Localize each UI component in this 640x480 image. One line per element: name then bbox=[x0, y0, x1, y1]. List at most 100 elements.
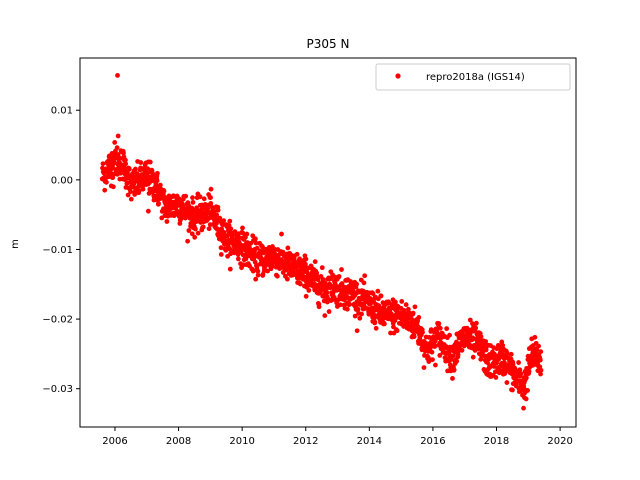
data-point bbox=[280, 249, 286, 255]
data-point bbox=[104, 179, 109, 185]
data-point bbox=[306, 287, 312, 293]
data-point bbox=[211, 209, 217, 214]
data-point bbox=[208, 201, 214, 206]
data-point bbox=[496, 364, 502, 370]
data-point bbox=[500, 343, 506, 348]
data-point bbox=[140, 186, 146, 192]
data-point bbox=[308, 278, 314, 284]
data-point bbox=[336, 274, 342, 279]
data-point bbox=[195, 230, 201, 236]
data-point bbox=[154, 178, 160, 184]
data-point bbox=[314, 273, 320, 279]
data-point bbox=[147, 159, 153, 165]
data-point bbox=[126, 166, 132, 172]
data-point bbox=[399, 299, 405, 304]
data-point bbox=[315, 277, 321, 283]
data-point bbox=[532, 334, 538, 340]
data-point bbox=[412, 304, 418, 310]
data-point bbox=[279, 231, 284, 237]
data-point bbox=[494, 360, 500, 366]
data-point bbox=[183, 193, 189, 199]
data-point bbox=[157, 182, 163, 188]
data-point bbox=[240, 225, 245, 231]
data-point bbox=[352, 313, 358, 319]
data-point bbox=[152, 193, 158, 199]
x-tick-label: 2012 bbox=[293, 436, 318, 447]
y-tick-label: 0.00 bbox=[51, 175, 73, 186]
data-point bbox=[294, 251, 300, 257]
data-point bbox=[410, 310, 416, 316]
data-point bbox=[208, 186, 214, 192]
data-point bbox=[508, 351, 514, 357]
data-point bbox=[430, 357, 435, 363]
legend: repro2018a (IGS14) bbox=[375, 63, 571, 91]
data-point bbox=[510, 387, 515, 393]
legend-label: repro2018a (IGS14) bbox=[426, 72, 525, 83]
data-point bbox=[255, 268, 261, 274]
data-point bbox=[235, 256, 241, 262]
data-point bbox=[161, 188, 167, 194]
data-point bbox=[240, 230, 246, 236]
data-point bbox=[332, 281, 338, 287]
data-point bbox=[388, 330, 393, 336]
data-point bbox=[214, 212, 220, 218]
data-point bbox=[517, 367, 523, 373]
data-point bbox=[432, 343, 438, 349]
data-point bbox=[229, 232, 235, 238]
data-point bbox=[487, 364, 493, 370]
data-point bbox=[473, 325, 479, 331]
data-point bbox=[227, 218, 233, 224]
data-point bbox=[252, 259, 258, 265]
data-point bbox=[123, 161, 129, 167]
data-point bbox=[478, 334, 484, 340]
data-point bbox=[218, 252, 224, 257]
y-axis-label: m bbox=[10, 239, 21, 249]
data-points bbox=[99, 73, 544, 411]
x-axis: 2006 2008 2010 2012 2014 2016 2018 2020 bbox=[102, 427, 573, 447]
data-point bbox=[459, 347, 465, 353]
x-tick-label: 2016 bbox=[420, 436, 445, 447]
data-point bbox=[297, 256, 302, 262]
data-point bbox=[357, 315, 363, 321]
data-point bbox=[215, 207, 221, 213]
data-point bbox=[319, 265, 325, 271]
data-point bbox=[207, 222, 213, 228]
data-point bbox=[401, 307, 407, 313]
chart-title: P305 N bbox=[307, 37, 350, 51]
data-point bbox=[136, 188, 142, 194]
data-point bbox=[206, 226, 212, 232]
data-point-outlier bbox=[110, 184, 116, 190]
data-point bbox=[372, 319, 378, 325]
data-point-outlier bbox=[145, 208, 151, 214]
data-point bbox=[362, 273, 368, 279]
data-point bbox=[117, 156, 123, 161]
data-point bbox=[473, 320, 479, 326]
data-point bbox=[483, 347, 489, 353]
data-point bbox=[513, 382, 519, 388]
data-point bbox=[303, 261, 308, 267]
data-point bbox=[512, 365, 518, 371]
data-point bbox=[409, 316, 415, 322]
plot-frame bbox=[79, 57, 577, 428]
data-point bbox=[518, 371, 524, 377]
y-axis: 0.01 0.00 −0.01 −0.02 −0.03 bbox=[42, 106, 80, 395]
data-point bbox=[536, 343, 541, 349]
data-point bbox=[354, 281, 360, 287]
data-point bbox=[253, 236, 258, 242]
data-point bbox=[189, 231, 195, 237]
data-point bbox=[433, 362, 438, 368]
data-point bbox=[125, 192, 131, 198]
data-point bbox=[190, 199, 196, 205]
data-point bbox=[525, 388, 531, 393]
data-point bbox=[253, 276, 259, 282]
data-point bbox=[274, 273, 280, 279]
data-point bbox=[373, 325, 379, 331]
data-point bbox=[244, 231, 250, 237]
data-point bbox=[200, 224, 206, 230]
data-point bbox=[393, 299, 398, 305]
data-point bbox=[138, 160, 144, 165]
data-point bbox=[436, 321, 442, 326]
x-tick-label: 2020 bbox=[547, 436, 572, 447]
data-point bbox=[504, 380, 510, 385]
data-point-outlier bbox=[115, 133, 121, 139]
